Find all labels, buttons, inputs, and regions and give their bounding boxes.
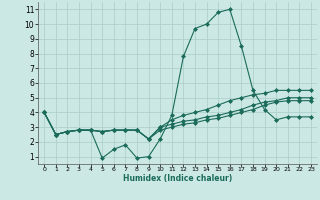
X-axis label: Humidex (Indice chaleur): Humidex (Indice chaleur) [123, 174, 232, 183]
